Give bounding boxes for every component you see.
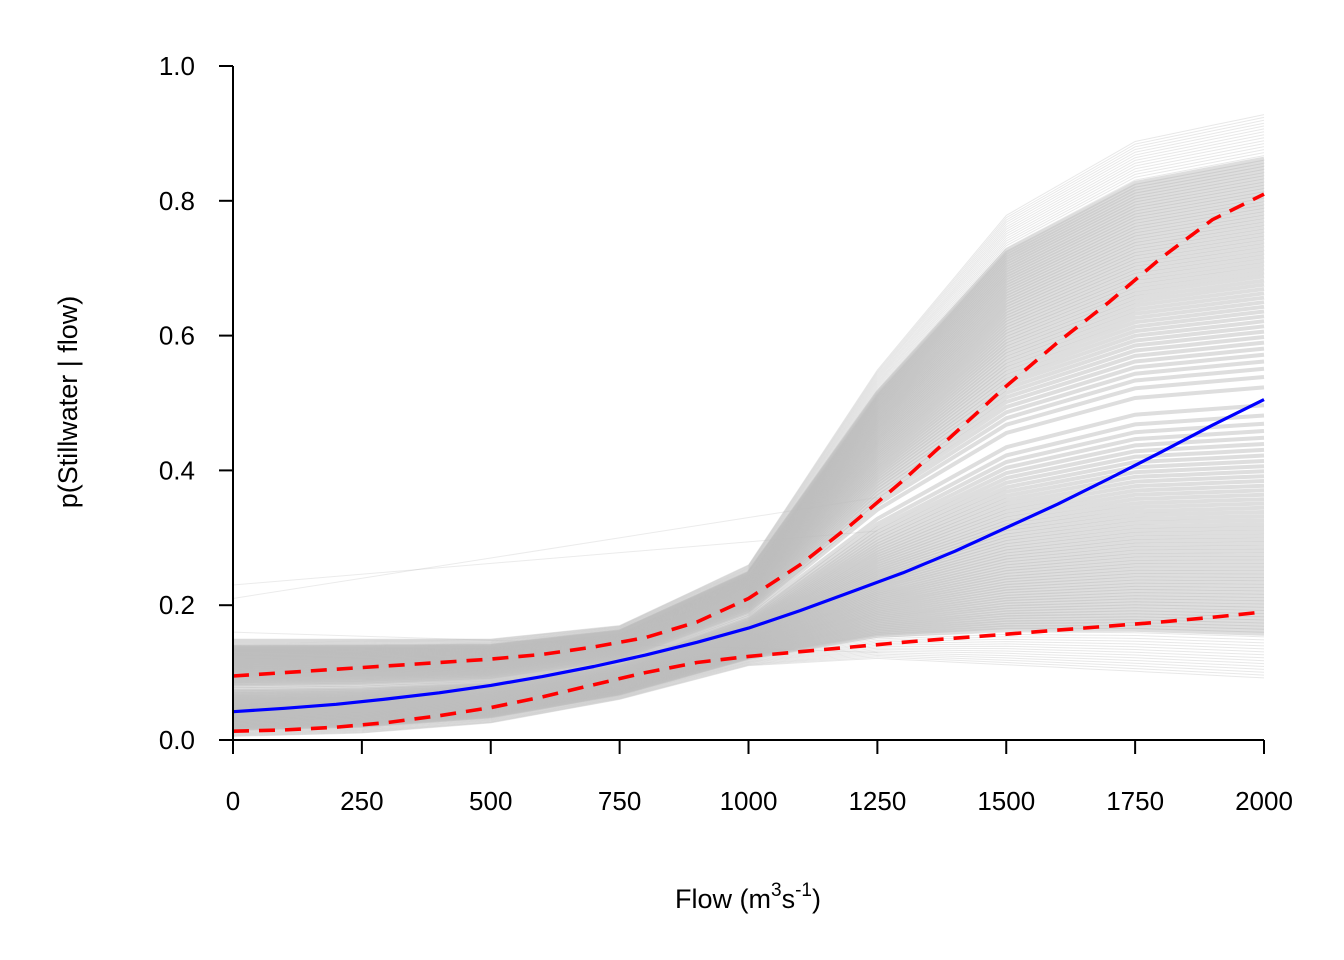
x-tick-label: 1000	[720, 786, 778, 816]
posterior-draw-line	[232, 653, 1265, 736]
x-axis-title-unit: s	[782, 884, 796, 914]
posterior-draw-line	[233, 131, 1265, 643]
y-tick-label: 1.0	[159, 51, 195, 81]
posterior-draw-line	[232, 643, 1265, 733]
y-tick-label: 0.6	[159, 321, 195, 351]
posterior-draw-line	[233, 128, 1265, 643]
posterior-draw-line	[233, 114, 1265, 640]
posterior-draw-line	[232, 143, 1265, 645]
median-line	[232, 398, 1265, 714]
y-tick-label: 0.0	[159, 725, 195, 755]
y-tick-label: 0.8	[159, 186, 195, 216]
posterior-draw-line	[232, 149, 1265, 646]
posterior-draw-line	[232, 651, 1265, 735]
y-axis-title: p(Stillwater | flow)	[53, 296, 83, 509]
y-tick-label: 0.4	[159, 455, 195, 485]
posterior-draw-line	[232, 645, 1265, 733]
posterior-draw-line	[233, 119, 1265, 641]
lower-interval-line	[232, 610, 1265, 733]
posterior-draw-line	[233, 137, 1265, 644]
posterior-draws	[232, 114, 1265, 737]
x-tick-label: 500	[469, 786, 512, 816]
x-tick-label: 1750	[1106, 786, 1164, 816]
posterior-draw-line	[232, 657, 1265, 737]
posterior-draw-line	[233, 122, 1265, 642]
x-tick-label: 750	[598, 786, 641, 816]
plot-series	[232, 192, 1265, 733]
upper-interval-line	[232, 192, 1265, 678]
posterior-draw-line	[232, 496, 878, 599]
posterior-draw-line	[232, 656, 1265, 737]
x-tick-label: 250	[340, 786, 383, 816]
x-axis-title-suffix: )	[812, 884, 821, 914]
posterior-draw-line	[233, 152, 1265, 647]
x-axis-title-prefix: Flow (m	[675, 884, 771, 914]
tick-marks: 0 250 500 750 1000 1250 1500 1750 2000 0.0 0.2 0.4 0…	[159, 51, 1293, 816]
posterior-draw-line	[232, 649, 1265, 734]
x-tick-label: 0	[226, 786, 240, 816]
posterior-draw-line	[233, 134, 1265, 644]
posterior-draw-line	[233, 140, 1265, 645]
y-tick-label: 0.2	[159, 590, 195, 620]
x-axis-title-superscript-1: 3	[771, 880, 782, 901]
posterior-draw-line	[233, 116, 1265, 641]
posterior-draw-line	[233, 155, 1265, 647]
posterior-draw-line	[232, 530, 878, 586]
posterior-draw-line	[232, 156, 1265, 649]
posterior-draw-line	[232, 146, 1265, 646]
x-axis-title: Flow (m3s-1)	[675, 880, 821, 914]
posterior-draw-line	[233, 125, 1265, 642]
posterior-draw-line	[232, 631, 878, 653]
x-tick-label: 1250	[848, 786, 906, 816]
posterior-draw-line	[232, 403, 1265, 692]
posterior-draw-line	[232, 654, 1265, 736]
x-tick-label: 2000	[1235, 786, 1293, 816]
posterior-draw-line	[232, 650, 1265, 735]
x-tick-label: 1500	[977, 786, 1035, 816]
posterior-draw-line	[232, 641, 1265, 732]
x-axis-title-superscript-2: -1	[795, 880, 812, 901]
posterior-draw-line	[232, 647, 1265, 734]
